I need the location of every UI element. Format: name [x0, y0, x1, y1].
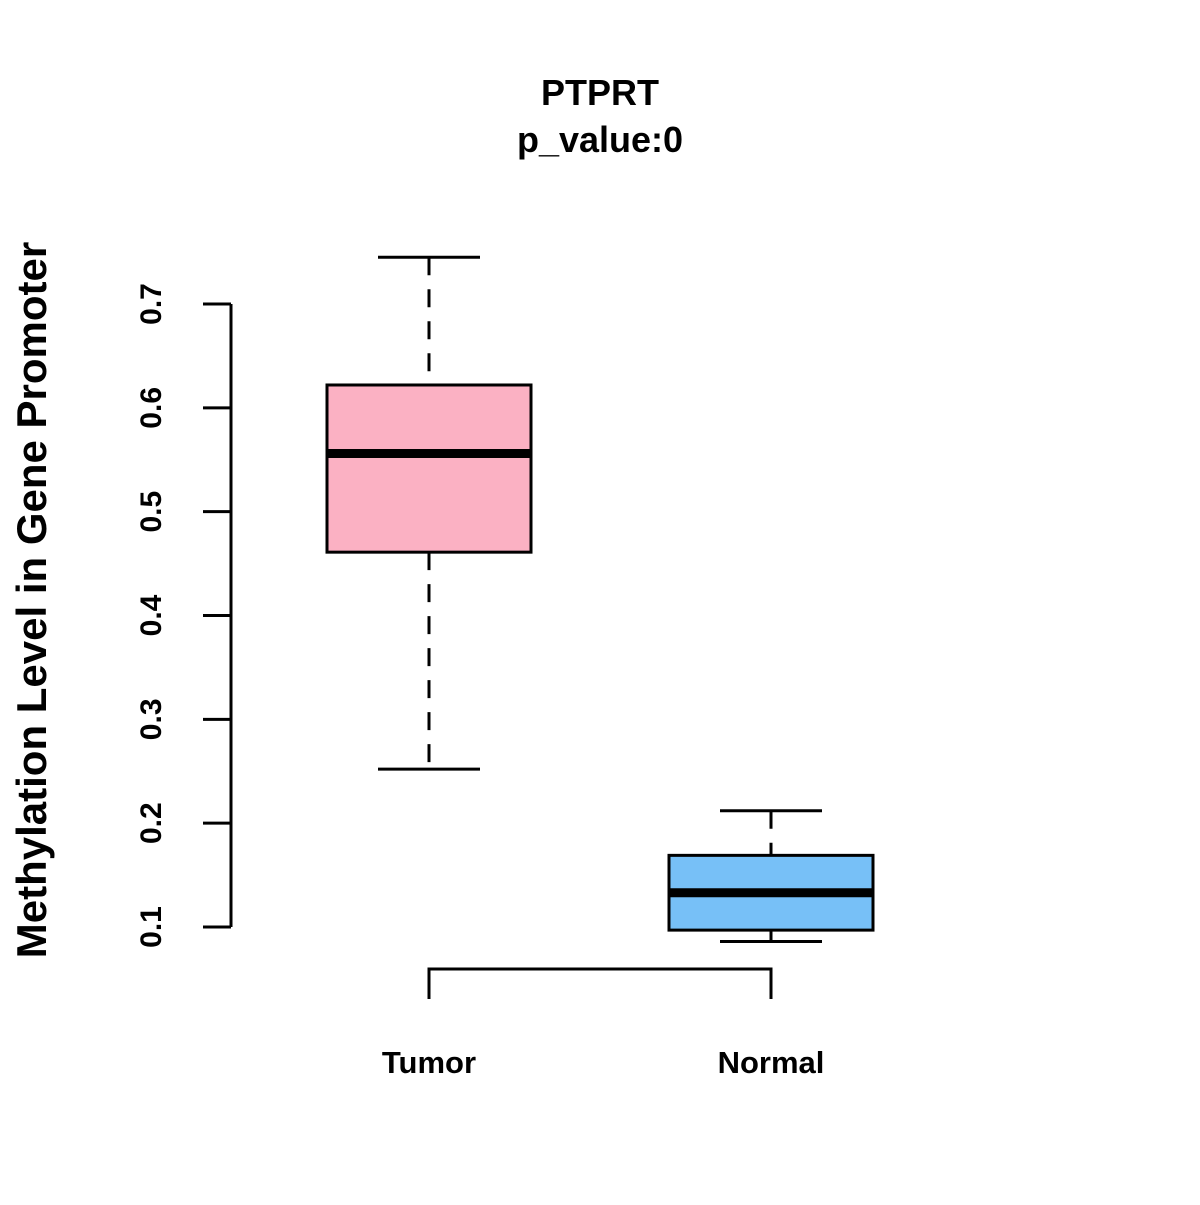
chart-title: PTPRT: [541, 72, 659, 113]
plot-layer: 0.1 0.2 0.3 0.4 0.5 0.6 0.7 Tumor Normal: [135, 255, 875, 1080]
y-tick-label: 0.2: [135, 802, 168, 844]
y-tick-label: 0.5: [135, 491, 168, 533]
box-tumor: [325, 383, 533, 554]
y-tick-label: 0.7: [135, 283, 168, 325]
comparison-bracket: [427, 967, 773, 999]
category-label: Tumor: [382, 1045, 476, 1080]
chart-subtitle: p_value:0: [517, 119, 683, 160]
y-tick-label: 0.6: [135, 387, 168, 429]
category-label: Normal: [718, 1045, 825, 1080]
y-tick-label: 0.1: [135, 906, 168, 948]
y-axis-label: Methylation Level in Gene Promoter: [8, 242, 55, 958]
y-tick-label: 0.3: [135, 698, 168, 740]
y-tick-label: 0.4: [135, 594, 168, 636]
